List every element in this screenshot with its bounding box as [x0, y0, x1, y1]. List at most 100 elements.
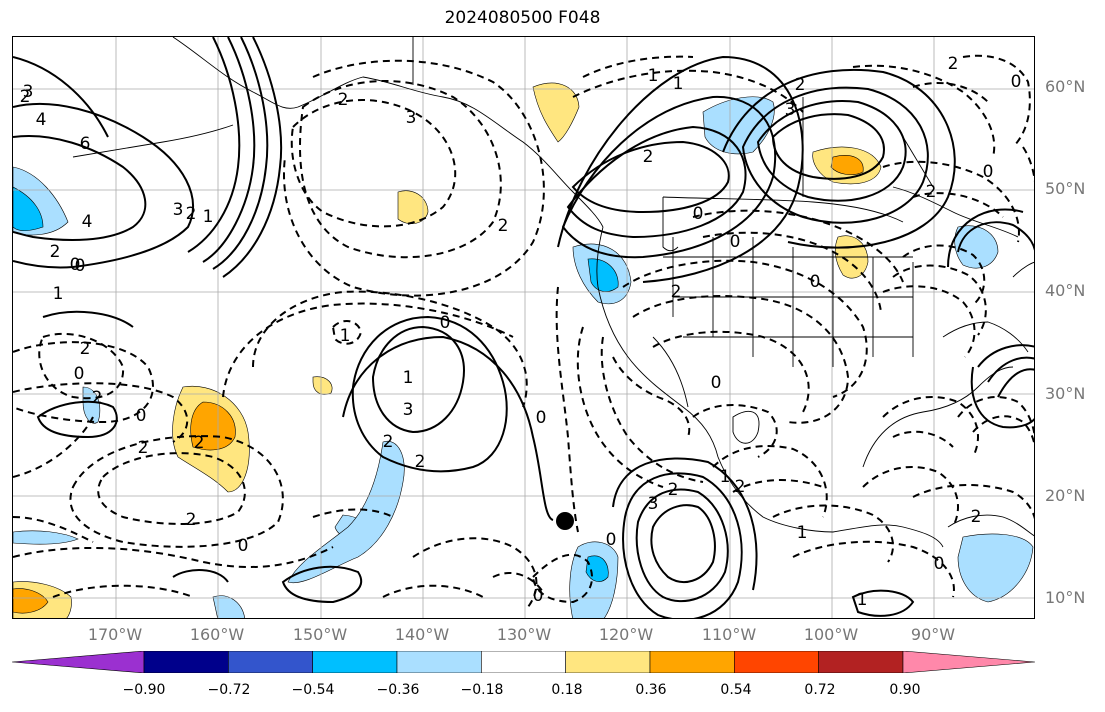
shade-orange-central — [190, 401, 236, 451]
shade-blue-streak — [287, 440, 405, 584]
colorbar-tick: −0.54 — [291, 682, 335, 698]
contour-label: 4 — [82, 212, 93, 232]
colorbar-segment — [143, 651, 229, 673]
contour-label: 2 — [194, 433, 205, 453]
lon-label-120w: 120°W — [598, 625, 654, 644]
map-canvas: 2 4 6 3 2 0 1 2 0 4 3 2 2 1 2 0 3 2 0 2 … — [13, 37, 1034, 618]
contour-label: 2 — [338, 90, 349, 110]
contour-label: 0 — [693, 204, 704, 224]
contour-label: 0 — [136, 406, 147, 426]
lat-label-10n: 10°N — [1045, 588, 1086, 607]
contour-label: 3 — [23, 82, 34, 102]
contour-label: 1 — [203, 207, 214, 227]
map-panel: 2 4 6 3 2 0 1 2 0 4 3 2 2 1 2 0 3 2 0 2 … — [12, 36, 1035, 619]
colorbar-segment — [818, 651, 904, 673]
shade-orange-prairie — [830, 155, 864, 176]
lat-label-20n: 20°N — [1045, 486, 1086, 505]
contour-label: 0 — [74, 364, 85, 384]
contour-label: 0 — [440, 313, 451, 333]
contour-label: 2 — [668, 480, 679, 500]
contour-label: 0 — [606, 530, 617, 550]
colorbar-tick: 0.72 — [804, 682, 836, 698]
colorbar-extend-high — [902, 651, 1035, 673]
colorbar-tick: −0.72 — [207, 682, 251, 698]
contour-label: 0 — [536, 408, 547, 428]
colorbar-segment — [481, 651, 566, 673]
contour-label: 0 — [711, 373, 722, 393]
colorbar-extend-low — [12, 651, 145, 673]
shade-yellow-small — [397, 190, 429, 225]
contour-label: 2 — [415, 452, 426, 472]
contour-label: 1 — [340, 326, 351, 346]
colorbar-tick: 0.18 — [551, 682, 583, 698]
lon-label-90w: 90°W — [910, 625, 956, 644]
contour-label: 1 — [53, 284, 64, 304]
shade-blue-lakes — [954, 225, 999, 269]
lat-label-60n: 60°N — [1045, 77, 1086, 96]
lon-label-140w: 140°W — [394, 625, 450, 644]
contour-label: 1 — [648, 66, 659, 86]
contour-label: 2 — [138, 438, 149, 458]
lon-label-150w: 150°W — [292, 625, 348, 644]
contour-label: 0 — [730, 232, 741, 252]
storm-center-dot — [556, 512, 574, 530]
shade-blue-gulf — [957, 533, 1034, 603]
contour-label: 1 — [720, 467, 731, 487]
graticule — [13, 37, 1034, 618]
contour-label: 0 — [75, 256, 86, 276]
shade-yellow-nw — [532, 82, 580, 143]
contour-label: 4 — [36, 110, 47, 130]
negative-contours — [13, 54, 1034, 608]
contour-label: 3 — [173, 200, 184, 220]
colorbar-segment — [228, 651, 313, 673]
chart-title: 2024080500 F048 — [444, 8, 601, 28]
colorbar-segment — [565, 651, 651, 673]
contour-label: 0 — [934, 554, 945, 574]
contour-label: 2 — [92, 388, 103, 408]
contour-label: 1 — [797, 523, 808, 543]
contour-label: 0 — [1011, 72, 1022, 92]
colorbar-segment — [734, 651, 819, 673]
colorbar-segment — [396, 651, 482, 673]
contour-label: 2 — [383, 432, 394, 452]
colorbar-tick: −0.90 — [122, 682, 166, 698]
contour-label: 2 — [50, 242, 61, 262]
shade-blue-west-core — [13, 186, 44, 232]
contour-label: 2 — [20, 87, 31, 107]
contour-label: 6 — [80, 134, 91, 154]
shade-blue-left — [82, 386, 101, 424]
shade-blue-bc — [702, 96, 775, 155]
contour-label: 2 — [643, 147, 654, 167]
contour-label: 2 — [671, 282, 682, 302]
shade-yellow-dot — [312, 376, 333, 395]
contour-label: 1 — [403, 368, 414, 388]
colorbar — [12, 651, 1035, 673]
shading-layer — [13, 82, 1034, 618]
colorbar-segment — [312, 651, 398, 673]
shade-blue-sw2 — [212, 595, 245, 618]
contour-label: 3 — [785, 100, 796, 120]
lon-label-170w: 170°W — [87, 625, 143, 644]
contour-label: 2 — [948, 54, 959, 74]
contour-label: 2 — [971, 507, 982, 527]
contour-label: 0 — [983, 162, 994, 182]
contour-label: 0 — [238, 536, 249, 556]
lat-label-40n: 40°N — [1045, 281, 1086, 300]
contour-label: 2 — [498, 216, 509, 236]
contour-label: 0 — [533, 586, 544, 606]
contour-label: 3 — [403, 400, 414, 420]
shade-orange-sw — [13, 588, 49, 614]
contour-label: 3 — [406, 108, 417, 128]
contour-label: 1 — [673, 74, 684, 94]
colorbar-segment — [649, 651, 735, 673]
lon-label-100w: 100°W — [803, 625, 859, 644]
lon-label-110w: 110°W — [701, 625, 757, 644]
colorbar-tick: −0.36 — [376, 682, 420, 698]
colorbar-tick: 0.90 — [889, 682, 921, 698]
positive-contours — [13, 37, 1034, 618]
contour-label: 2 — [926, 182, 937, 202]
shade-blue-coast-core — [587, 258, 619, 292]
contour-label: 3 — [648, 494, 659, 514]
lon-label-130w: 130°W — [496, 625, 552, 644]
contour-label: 0 — [810, 272, 821, 292]
